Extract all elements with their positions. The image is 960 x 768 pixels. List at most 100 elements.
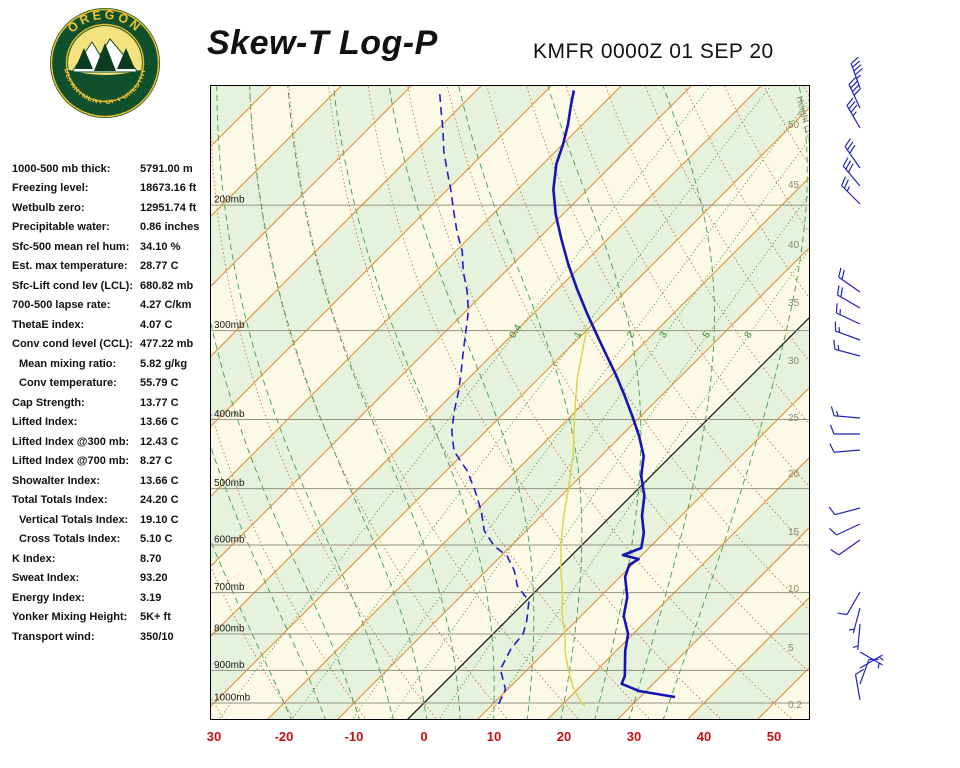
pressure-label: 800mb	[214, 623, 245, 634]
page-title: Skew-T Log-P	[207, 24, 438, 62]
wind-barb	[841, 176, 861, 205]
wind-barb	[850, 56, 863, 89]
stat-value: 350/10	[140, 630, 174, 643]
stat-label: Lifted Index @700 mb:	[12, 455, 130, 468]
wind-barb	[859, 658, 879, 685]
stat-label: Mean mixing ratio:	[19, 357, 117, 370]
dry-adiabat	[446, 85, 810, 674]
stat-value: 13.66 C	[140, 474, 179, 487]
stat-label: Vertical Totals Index:	[19, 513, 129, 526]
dry-adiabat	[210, 85, 438, 720]
dry-adiabat	[367, 85, 723, 720]
x-tick-label: 20	[556, 729, 572, 744]
isotherm	[210, 85, 763, 638]
stat-label: Sfc-Lift cond lev (LCL):	[12, 279, 133, 292]
height-label: 10	[788, 584, 800, 595]
stat-label: 700-500 lapse rate:	[12, 299, 111, 312]
height-label: 15	[788, 527, 800, 538]
wind-barb	[848, 77, 862, 109]
stat-row: Conv temperature: 55.79 C	[12, 374, 212, 394]
stat-row: Lifted Index: 13.66 C	[12, 413, 212, 433]
wind-barb	[842, 157, 861, 187]
stat-row: Showalter Index: 13.66 C	[12, 471, 212, 491]
isotherm	[546, 456, 810, 720]
pressure-label: 900mb	[214, 660, 245, 671]
wind-barb	[828, 506, 861, 516]
pressure-label: 600mb	[214, 534, 245, 545]
stat-label: 1000-500 mb thick:	[12, 162, 111, 175]
stat-row: Vertical Totals Index: 19.10 C	[12, 510, 212, 530]
stat-value: 12.43 C	[140, 435, 179, 448]
isotherm	[476, 386, 810, 720]
wind-barb	[844, 138, 861, 169]
parcel-trace	[560, 330, 588, 707]
mixing-ratio-label: 2	[625, 329, 638, 340]
stat-row: Total Totals Index: 24.20 C	[12, 491, 212, 511]
stat-label: Freezing level:	[12, 182, 89, 195]
stat-value: 28.77 C	[140, 260, 179, 273]
stat-value: 8.27 C	[140, 455, 173, 468]
height-label: 20	[788, 469, 800, 480]
temperature-axis: 30 -20 -10 0 10 20 30 40 50	[0, 729, 960, 747]
dry-adiabat	[565, 85, 810, 488]
wind-barb	[854, 668, 865, 701]
wind-barb	[834, 321, 861, 341]
height-label: 45	[788, 180, 800, 191]
sounding-indices-panel: 1000-500 mb thick: 5791.00 m Freezing leve…	[12, 159, 212, 647]
height-label: 50	[788, 120, 800, 131]
station-time-label: KMFR 0000Z 01 SEP 20	[533, 40, 774, 63]
pressure-label: 1000mb	[214, 692, 251, 703]
moist-adiabat	[249, 85, 428, 720]
wind-barb	[829, 443, 861, 453]
stat-label: Transport wind:	[12, 630, 95, 643]
wind-barb	[848, 607, 861, 634]
mixing-ratio-label: 5	[701, 329, 714, 340]
wind-barb	[830, 406, 861, 419]
stat-label: Cross Totals Index:	[19, 533, 121, 546]
stat-row: Sfc-500 mean rel hum: 34.10 %	[12, 237, 212, 257]
stat-row: Lifted Index @300 mb: 12.43 C	[12, 432, 212, 452]
stat-value: 0.86 inches	[140, 221, 200, 234]
stat-value: 24.20 C	[140, 494, 179, 507]
stat-label: ThetaE index:	[12, 318, 85, 331]
isotherm	[210, 85, 623, 498]
x-tick-label: 0	[420, 729, 428, 744]
stat-value: 93.20	[140, 572, 168, 585]
stat-value: 8.70	[140, 552, 162, 565]
stat-row: Yonker Mixing Height: 5K+ ft	[12, 608, 212, 628]
wind-barb	[833, 339, 861, 357]
zero-isotherm	[406, 316, 810, 720]
stat-value: 477.22 mb	[140, 338, 194, 351]
mixing-ratio-line	[438, 192, 810, 720]
stat-label: Wetbulb zero:	[12, 201, 85, 214]
dewpoint-trace	[438, 90, 530, 705]
isotherm	[210, 85, 343, 218]
stat-label: Conv cond level (CCL):	[12, 338, 134, 351]
x-tick-label: 10	[486, 729, 502, 744]
wind-barb-column	[828, 56, 884, 701]
x-tick-label: -10	[344, 729, 364, 744]
stat-value: 55.79 C	[140, 377, 179, 390]
height-label: 25	[788, 413, 800, 424]
stat-label: Total Totals Index:	[12, 494, 108, 507]
isotherm	[210, 85, 413, 288]
dry-adiabat	[486, 85, 810, 612]
x-tick-label: 30	[626, 729, 642, 744]
stat-label: Precipitable water:	[12, 221, 110, 234]
stat-label: Sweat Index:	[12, 572, 80, 585]
stat-row: Sfc-Lift cond lev (LCL): 680.82 mb	[12, 276, 212, 296]
isotherm	[210, 85, 553, 428]
mixing-ratio-label: 1	[572, 329, 585, 340]
wind-barb	[829, 523, 861, 536]
moist-adiabat	[628, 85, 715, 720]
wind-barb	[838, 267, 861, 293]
stat-row: Sweat Index: 93.20	[12, 569, 212, 589]
stat-value: 18673.16 ft	[140, 182, 197, 195]
dry-adiabat	[249, 85, 509, 720]
stat-value: 34.10 %	[140, 240, 181, 253]
mixing-ratio-line	[217, 85, 713, 720]
stat-row: Est. max temperature: 28.77 C	[12, 257, 212, 277]
stat-label: Showalter Index:	[12, 474, 101, 487]
stat-row: Transport wind: 350/10	[12, 627, 212, 647]
stat-value: 5.82 g/kg	[140, 357, 188, 370]
